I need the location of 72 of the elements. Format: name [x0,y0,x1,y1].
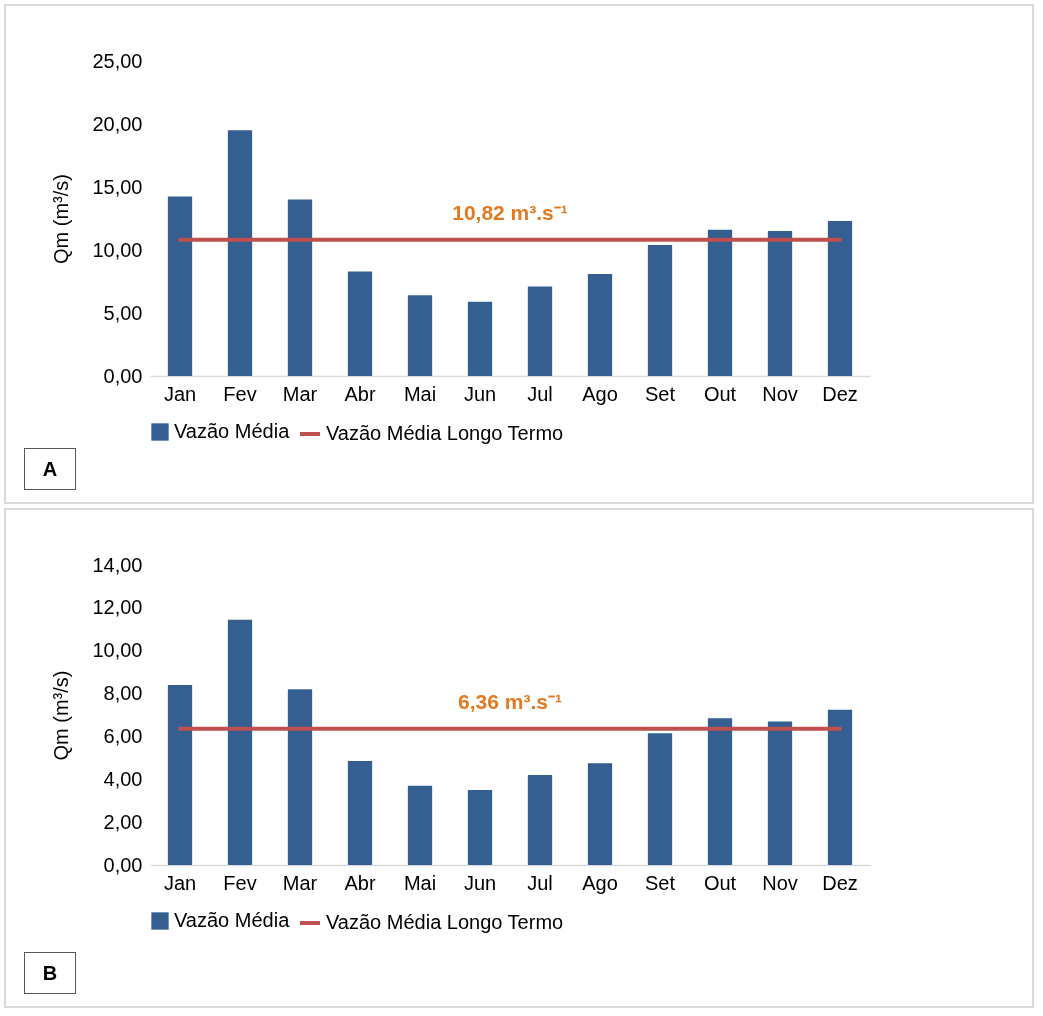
x-tick-label: Dez [822,382,858,405]
bar [647,244,673,376]
y-tick-label: 15,00 [92,175,143,198]
y-tick-label: 0,00 [103,364,143,387]
x-tick-label: Out [703,871,737,894]
bar [227,619,253,865]
bar [167,685,193,865]
y-tick-label: 0,00 [103,853,143,876]
x-tick-label: Fev [223,382,257,405]
x-tick-label: Dez [822,871,858,894]
y-axis-title: Qm (m³/s) [50,670,73,761]
bar [407,785,433,865]
x-tick-label: Jan [163,382,197,405]
x-tick-label: Ago [582,382,618,405]
bar [407,295,433,376]
y-tick-label: 8,00 [103,682,143,705]
bar [287,689,313,865]
bar [767,721,793,865]
bar [527,286,553,376]
bar [287,199,313,376]
bar [587,763,613,865]
y-tick-label: 2,00 [103,810,143,833]
y-tick-label: 12,00 [92,596,143,619]
text: A [24,448,76,490]
annotation: 6,36 m³.s⁻¹ [458,689,562,713]
bar [587,273,613,376]
bar [647,733,673,865]
legend-label: Vazão Média Longo Termo [326,911,564,933]
y-tick-label: 6,00 [103,724,143,747]
legend-label: Vazão Média [174,909,291,931]
bar [827,221,853,376]
y-tick-label: 25,00 [92,49,143,72]
x-tick-label: Out [703,382,737,405]
x-tick-label: Jul [527,871,553,894]
y-tick-label: 20,00 [92,112,143,135]
x-tick-label: Ago [582,871,618,894]
bar [467,790,493,865]
x-tick-label: Mar [282,871,318,894]
x-tick-label: Jul [527,382,553,405]
bar [707,229,733,376]
y-axis-title: Qm (m³/s) [50,174,73,264]
legend-label: Vazão Média [174,420,291,442]
bar [347,271,373,376]
x-tick-label: Nov [762,871,798,894]
bar [707,718,733,865]
x-tick-label: Fev [223,871,257,894]
y-tick-label: 14,00 [92,553,143,576]
x-tick-label: Abr [344,871,376,894]
y-tick-label: 10,00 [92,238,143,261]
bar [767,231,793,376]
x-tick-label: Mai [403,871,437,894]
annotation: 10,82 m³.s⁻¹ [452,200,568,224]
bar [227,130,253,376]
bar [347,761,373,865]
x-tick-label: Nov [762,382,798,405]
bar [467,301,493,376]
bar [827,709,853,865]
text: B [24,952,76,994]
x-tick-label: Jan [163,871,197,894]
x-tick-label: Mai [403,382,437,405]
y-tick-label: 4,00 [103,767,143,790]
x-tick-label: Set [644,382,676,405]
bar [527,775,553,865]
x-tick-label: Set [644,871,676,894]
x-tick-label: Mar [282,382,318,405]
y-tick-label: 5,00 [103,301,143,324]
bar [167,196,193,376]
x-tick-label: Jun [463,382,497,405]
x-tick-label: Abr [344,382,376,405]
legend-label: Vazão Média Longo Termo [326,422,564,444]
y-tick-label: 10,00 [92,639,143,662]
x-tick-label: Jun [463,871,497,894]
